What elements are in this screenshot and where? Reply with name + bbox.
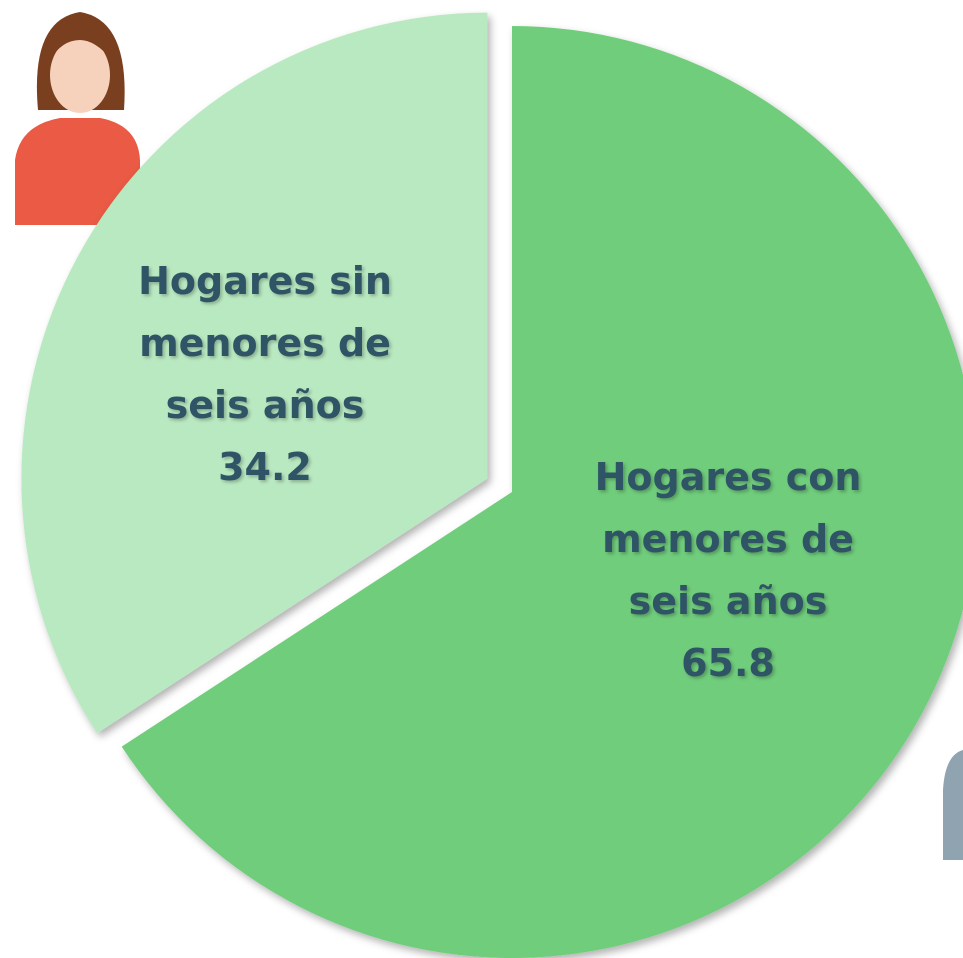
value-label: 65.8 bbox=[681, 641, 775, 685]
category-label: Hogares con menores de seis años bbox=[594, 455, 862, 623]
woman-icon bbox=[15, 12, 140, 225]
slice-label: Hogares con menores de seis años 65.8 bbox=[578, 446, 878, 694]
category-label: Hogares sin menores de seis años bbox=[138, 259, 392, 427]
value-label: 34.2 bbox=[218, 445, 312, 489]
slice-label: Hogares sin menores de seis años 34.2 bbox=[115, 250, 415, 498]
person-icon bbox=[943, 750, 963, 860]
pie-slice bbox=[21, 12, 488, 734]
pie-slice bbox=[121, 26, 963, 958]
